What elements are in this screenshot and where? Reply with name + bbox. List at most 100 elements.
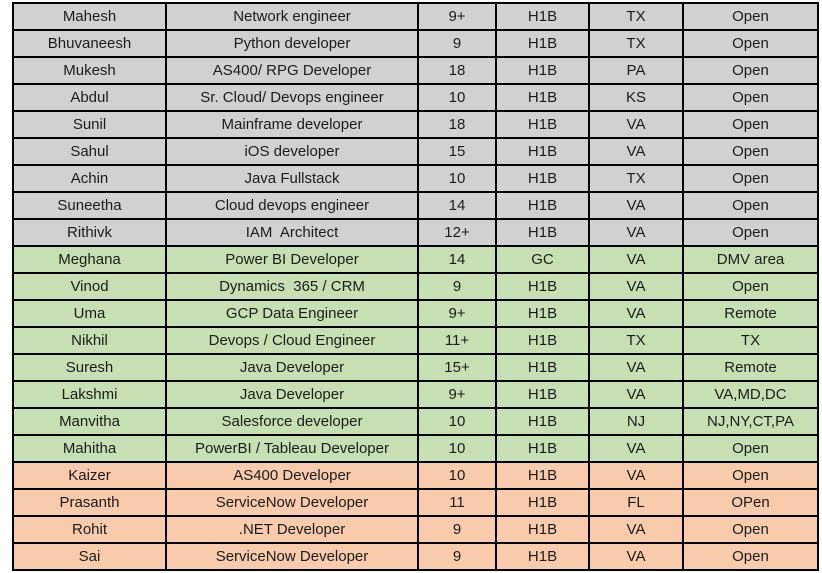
cell-visa: H1B [495, 83, 590, 112]
cell-state: VA [588, 191, 684, 220]
cell-name: Sai [12, 542, 167, 571]
cell-state: VA [588, 299, 684, 328]
cell-status: Open [682, 515, 819, 544]
cell-name: Suneetha [12, 191, 167, 220]
cell-status: Open [682, 434, 819, 463]
table-row: Meghana Power BI Developer 14 GC VA DMV area [12, 245, 819, 274]
cell-role: PowerBI / Tableau Developer [165, 434, 419, 463]
cell-status: Open [682, 272, 819, 301]
cell-state: TX [588, 326, 684, 355]
cell-status: DMV area [682, 245, 819, 274]
cell-status: Open [682, 56, 819, 85]
cell-role: ServiceNow Developer [165, 488, 419, 517]
cell-visa: H1B [495, 2, 590, 31]
cell-state: VA [588, 137, 684, 166]
cell-visa: H1B [495, 326, 590, 355]
cell-state: TX [588, 2, 684, 31]
cell-visa: H1B [495, 488, 590, 517]
table-row: Mukesh AS400/ RPG Developer 18 H1B PA Open [12, 56, 819, 85]
cell-years: 14 [417, 245, 497, 274]
cell-role: Java Developer [165, 353, 419, 382]
table-row: Sahul iOS developer 15 H1B VA Open [12, 137, 819, 166]
cell-name: Mahesh [12, 2, 167, 31]
cell-status: VA,MD,DC [682, 380, 819, 409]
cell-visa: H1B [495, 191, 590, 220]
cell-years: 9 [417, 542, 497, 571]
cell-status: Open [682, 2, 819, 31]
table-row: Uma GCP Data Engineer 9+ H1B VA Remote [12, 299, 819, 328]
cell-status: Open [682, 83, 819, 112]
cell-name: Sahul [12, 137, 167, 166]
cell-state: VA [588, 245, 684, 274]
cell-visa: H1B [495, 461, 590, 490]
cell-visa: H1B [495, 353, 590, 382]
cell-visa: H1B [495, 272, 590, 301]
cell-name: Uma [12, 299, 167, 328]
cell-status: Open [682, 542, 819, 571]
cell-state: VA [588, 542, 684, 571]
cell-role: ServiceNow Developer [165, 542, 419, 571]
cell-status: Open [682, 137, 819, 166]
cell-years: 11+ [417, 326, 497, 355]
cell-status: Open [682, 191, 819, 220]
cell-state: PA [588, 56, 684, 85]
cell-state: VA [588, 110, 684, 139]
table-row: Mahesh Network engineer 9+ H1B TX Open [12, 2, 819, 31]
candidate-table-body: Mahesh Network engineer 9+ H1B TX Open Bhuvane… [12, 2, 819, 571]
table-row: Sai ServiceNow Developer 9 H1B VA Open [12, 542, 819, 571]
cell-state: TX [588, 29, 684, 58]
cell-visa: H1B [495, 29, 590, 58]
cell-years: 9 [417, 29, 497, 58]
cell-years: 10 [417, 407, 497, 436]
cell-role: Cloud devops engineer [165, 191, 419, 220]
cell-status: Remote [682, 299, 819, 328]
table-row: Achin Java Fullstack 10 H1B TX Open [12, 164, 819, 193]
cell-years: 12+ [417, 218, 497, 247]
cell-years: 9 [417, 515, 497, 544]
cell-role: Devops / Cloud Engineer [165, 326, 419, 355]
table-row: Nikhil Devops / Cloud Engineer 11+ H1B TX TX [12, 326, 819, 355]
cell-visa: H1B [495, 110, 590, 139]
table-row: Suresh Java Developer 15+ H1B VA Remote [12, 353, 819, 382]
cell-name: Suresh [12, 353, 167, 382]
table-row: Mahitha PowerBI / Tableau Developer 10 H1B V… [12, 434, 819, 463]
cell-visa: H1B [495, 407, 590, 436]
cell-years: 15+ [417, 353, 497, 382]
cell-years: 9+ [417, 380, 497, 409]
cell-role: AS400 Developer [165, 461, 419, 490]
cell-state: TX [588, 164, 684, 193]
cell-name: Rithivk [12, 218, 167, 247]
cell-name: Achin [12, 164, 167, 193]
cell-years: 14 [417, 191, 497, 220]
cell-name: Mukesh [12, 56, 167, 85]
cell-role: Python developer [165, 29, 419, 58]
cell-name: Mahitha [12, 434, 167, 463]
cell-status: TX [682, 326, 819, 355]
cell-status: OPen [682, 488, 819, 517]
cell-role: Power BI Developer [165, 245, 419, 274]
cell-name: Nikhil [12, 326, 167, 355]
table-row: Abdul Sr. Cloud/ Devops engineer 10 H1B KS Op… [12, 83, 819, 112]
cell-years: 15 [417, 137, 497, 166]
cell-name: Manvitha [12, 407, 167, 436]
cell-status: Remote [682, 353, 819, 382]
cell-years: 10 [417, 434, 497, 463]
cell-role: AS400/ RPG Developer [165, 56, 419, 85]
table-row: Sunil Mainframe developer 18 H1B VA Open [12, 110, 819, 139]
cell-visa: H1B [495, 56, 590, 85]
cell-name: Abdul [12, 83, 167, 112]
cell-years: 9 [417, 272, 497, 301]
cell-years: 9+ [417, 299, 497, 328]
cell-years: 10 [417, 164, 497, 193]
cell-years: 18 [417, 56, 497, 85]
cell-years: 11 [417, 488, 497, 517]
cell-visa: H1B [495, 164, 590, 193]
cell-name: Bhuvaneesh [12, 29, 167, 58]
cell-status: Open [682, 218, 819, 247]
candidate-table: Mahesh Network engineer 9+ H1B TX Open Bhuvane… [12, 2, 819, 571]
table-row: Bhuvaneesh Python developer 9 H1B TX Open [12, 29, 819, 58]
cell-state: VA [588, 434, 684, 463]
cell-name: Prasanth [12, 488, 167, 517]
cell-visa: H1B [495, 218, 590, 247]
